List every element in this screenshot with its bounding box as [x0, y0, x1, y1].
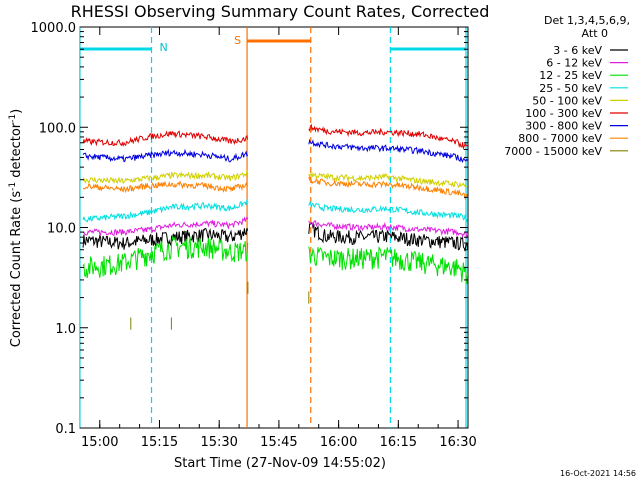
x-tick-label: 15:00 [81, 435, 118, 450]
legend-label: 7000 - 15000 keV [504, 145, 602, 158]
y-axis-label-main: Corrected Count Rate (s [9, 191, 24, 348]
chart-title: RHESSI Observing Summary Count Rates, Co… [71, 2, 490, 21]
legend-label: 25 - 50 keV [539, 82, 602, 95]
legend-label: 12 - 25 keV [539, 69, 602, 82]
x-tick-label: 16:15 [380, 435, 417, 450]
y-tick-label: 100.0 [39, 121, 76, 136]
x-axis-label: Start Time (27-Nov-09 14:55:02) [174, 456, 386, 471]
series-line-1 [82, 222, 469, 252]
y-tick-label: 0.1 [55, 422, 76, 437]
y-axis-label: Corrected Count Rate (s-1 detector-1) [8, 109, 24, 347]
series-line-7 [82, 138, 469, 163]
plot-area: N S 15:00 15:15 15:30 15:45 16:00 16:15 16:30 0… [31, 21, 477, 450]
y-tick-label: 10.0 [47, 222, 76, 237]
x-tick-label: 15:15 [141, 435, 178, 450]
y-axis-label-sup2: -1 [8, 114, 18, 123]
series-line-9 [130, 281, 310, 330]
night-label: N [160, 41, 168, 54]
y-tick-label: 1.0 [55, 322, 76, 337]
y-axis-label-mid: detector [9, 122, 24, 182]
legend-header-2: Att 0 [582, 27, 608, 40]
legend-label: 3 - 6 keV [553, 44, 602, 57]
legend-header-1: Det 1,3,4,5,6,9, [544, 14, 630, 27]
series-line-8 [82, 175, 469, 201]
x-axis: 15:00 15:15 15:30 15:45 16:00 16:15 16:30 [81, 27, 477, 450]
x-tick-label: 16:00 [320, 435, 357, 450]
legend-label: 300 - 800 keV [525, 120, 602, 133]
y-tick-label: 1000.0 [31, 21, 77, 36]
legend-label: 6 - 12 keV [546, 57, 602, 70]
y-axis-label-sup1: -1 [8, 182, 18, 191]
series-line-2 [82, 216, 469, 240]
x-tick-label: 15:30 [200, 435, 237, 450]
series-group [82, 123, 469, 330]
series-line-3 [82, 235, 469, 284]
y-axis-label-end: ) [9, 109, 24, 114]
legend-label: 800 - 7000 keV [518, 132, 602, 145]
timestamp: 16-Oct-2021 14:56 [560, 469, 636, 478]
y-axis: 0.1 1.0 10.0 100.0 1000.0 [31, 21, 468, 437]
series-line-6 [82, 123, 469, 151]
series-line-4 [82, 198, 469, 223]
legend-label: 50 - 100 keV [532, 94, 602, 107]
legend-label: 100 - 300 keV [525, 107, 602, 120]
saa-label: S [234, 34, 241, 47]
series-line-5 [82, 170, 468, 188]
x-tick-label: 16:30 [439, 435, 476, 450]
x-tick-label: 15:45 [260, 435, 297, 450]
